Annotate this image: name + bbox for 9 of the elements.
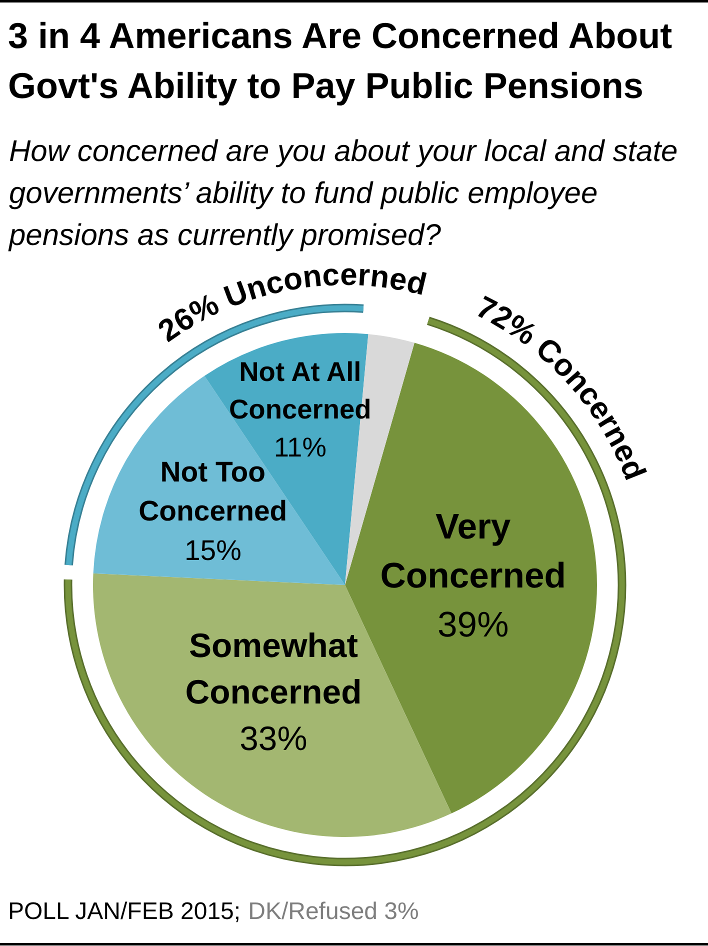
text: POLL JAN/FEB 2015; (8, 898, 241, 925)
text: DK/Refused 3% (248, 898, 419, 925)
data-label: 39% (438, 604, 509, 644)
chart-subtitle: How concerned are you about your local and state governments’ ability to fund public employee pensions as currently promised? (8, 135, 678, 252)
data-label: 33% (240, 720, 308, 758)
slice-label: Somewhat Concerned (185, 626, 362, 712)
slice-label: Very Concerned (380, 506, 566, 596)
chart-title: 3 in 4 Americans Are Concerned About Govt's Ability to Pay Public Pensions (8, 15, 672, 106)
data-label: 15% (184, 534, 242, 567)
